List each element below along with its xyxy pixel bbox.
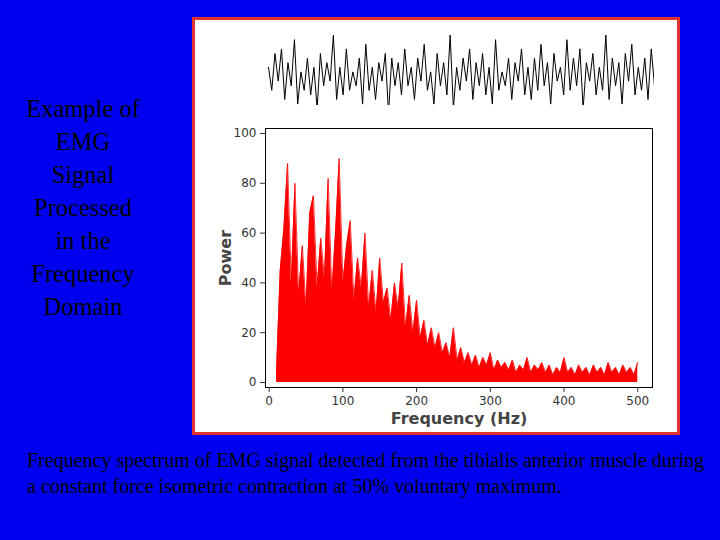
svg-text:0: 0 <box>249 375 257 389</box>
svg-text:40: 40 <box>241 276 256 290</box>
html-text:Example of EMG Signal Processe: Example of EMG Signal Processed in the F… <box>26 95 140 320</box>
svg-text:300: 300 <box>479 394 502 408</box>
svg-text:80: 80 <box>241 176 256 190</box>
svg-text:400: 400 <box>553 394 576 408</box>
svg-text:20: 20 <box>241 326 256 340</box>
svg-text:Power: Power <box>216 230 235 286</box>
svg-text:500: 500 <box>626 394 649 408</box>
svg-text:Frequency (Hz): Frequency (Hz) <box>391 409 528 428</box>
svg-text:0: 0 <box>265 394 273 408</box>
svg-text:60: 60 <box>241 226 256 240</box>
svg-text:200: 200 <box>405 394 428 408</box>
svg-text:100: 100 <box>331 394 354 408</box>
html-text:Frequency spectrum of EMG sign: Frequency spectrum of EMG signal detecte… <box>27 449 704 497</box>
svg-text:100: 100 <box>234 126 257 140</box>
